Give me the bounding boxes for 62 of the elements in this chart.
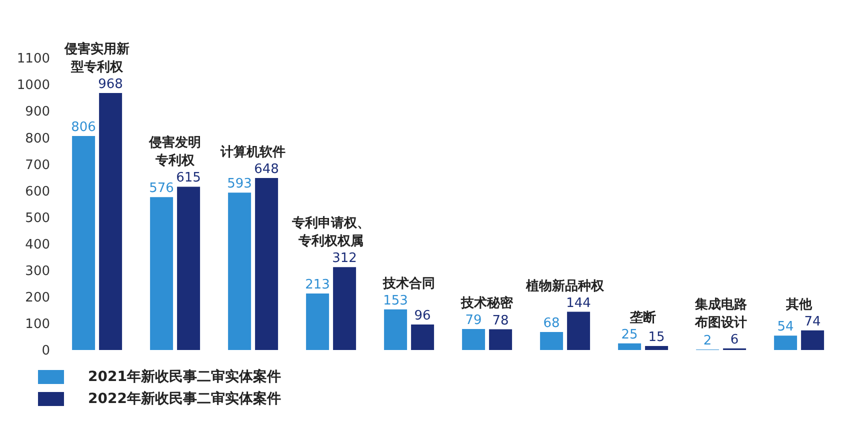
bar bbox=[333, 267, 356, 350]
bar bbox=[567, 312, 590, 350]
bar bbox=[150, 197, 174, 350]
data-label: 2 bbox=[703, 333, 712, 348]
y-tick-label: 400 bbox=[25, 237, 50, 252]
y-tick-label: 500 bbox=[25, 210, 50, 226]
bar bbox=[774, 336, 798, 350]
data-label: 806 bbox=[71, 120, 96, 136]
bar bbox=[801, 330, 824, 350]
data-label: 968 bbox=[98, 77, 123, 92]
data-label: 96 bbox=[414, 308, 431, 324]
bar bbox=[228, 192, 252, 350]
x-tick-label: 计算机软件 bbox=[220, 144, 286, 160]
y-tick-label: 700 bbox=[25, 158, 50, 173]
legend-label: 2021年新收民事二审实体案件 bbox=[88, 368, 281, 386]
data-label: 6 bbox=[730, 332, 739, 348]
y-tick-label: 1000 bbox=[16, 78, 50, 94]
data-label: 648 bbox=[254, 162, 279, 177]
x-tick-label: 技术秘密 bbox=[460, 295, 514, 312]
data-label: 74 bbox=[804, 314, 821, 330]
bar bbox=[411, 324, 434, 350]
y-tick-label: 300 bbox=[25, 264, 50, 279]
data-label: 153 bbox=[383, 293, 408, 308]
data-label: 54 bbox=[777, 320, 794, 335]
bar bbox=[489, 329, 512, 350]
bar bbox=[540, 332, 564, 350]
y-tick-label: 800 bbox=[25, 131, 50, 146]
bar bbox=[99, 93, 122, 350]
data-label: 576 bbox=[149, 181, 174, 196]
data-label: 312 bbox=[332, 251, 357, 266]
x-tick-label: 技术合同 bbox=[382, 275, 436, 292]
y-tick-label: 0 bbox=[42, 344, 50, 359]
data-label: 15 bbox=[648, 330, 665, 346]
data-label: 25 bbox=[621, 327, 638, 342]
x-tick-label: 其他 bbox=[785, 297, 814, 312]
data-label: 79 bbox=[465, 313, 482, 328]
y-tick-label: 100 bbox=[25, 317, 50, 332]
bar bbox=[618, 343, 642, 350]
y-tick-label: 900 bbox=[25, 104, 50, 120]
bar bbox=[255, 178, 278, 350]
data-label: 615 bbox=[176, 170, 201, 186]
data-label: 78 bbox=[492, 313, 509, 328]
x-tick-label: 垄断 bbox=[629, 309, 656, 326]
x-tick-label: 侵害发明专利权 bbox=[148, 134, 202, 169]
y-tick-label: 1100 bbox=[16, 52, 50, 67]
x-tick-label: 植物新品种权 bbox=[525, 278, 606, 294]
legend-label: 2022年新收民事二审实体案件 bbox=[88, 390, 281, 408]
y-tick-label: 200 bbox=[25, 290, 50, 306]
bar bbox=[177, 186, 200, 350]
data-label: 213 bbox=[305, 277, 330, 292]
y-tick-label: 600 bbox=[25, 184, 50, 200]
bar bbox=[306, 293, 330, 350]
bar bbox=[72, 136, 96, 350]
bar bbox=[645, 346, 668, 350]
bar bbox=[384, 309, 408, 350]
x-tick-label: 侵害实用新型专利权 bbox=[64, 41, 130, 76]
x-tick-label: 专利申请权、专利权权属 bbox=[291, 215, 370, 250]
data-label: 68 bbox=[543, 316, 560, 331]
data-label: 593 bbox=[227, 176, 252, 192]
bar bbox=[462, 329, 486, 350]
x-tick-label: 集成电路布图设计 bbox=[694, 297, 748, 330]
data-label: 144 bbox=[566, 296, 591, 311]
